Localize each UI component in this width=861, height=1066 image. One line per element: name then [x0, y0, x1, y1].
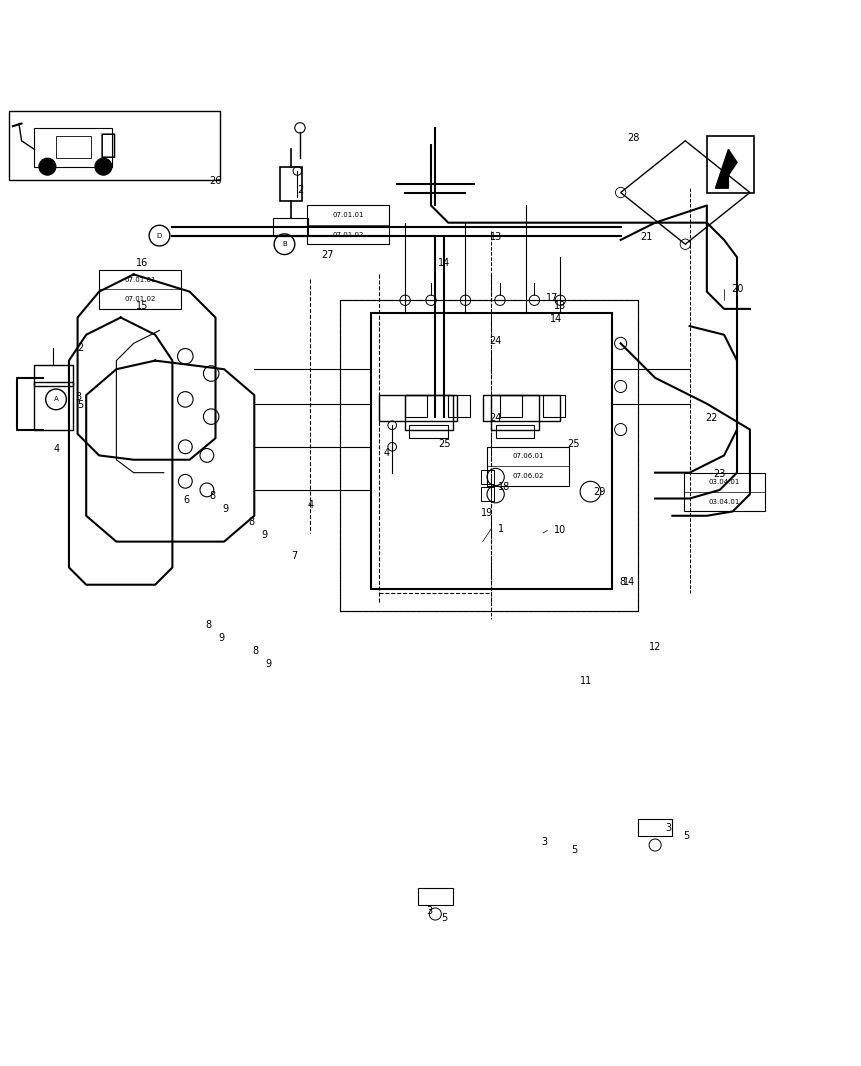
- Text: 3: 3: [541, 837, 547, 846]
- Bar: [480, 470, 493, 484]
- Bar: [409, 425, 448, 438]
- Text: 8: 8: [248, 517, 254, 527]
- Text: 3: 3: [426, 905, 432, 916]
- Text: 2: 2: [77, 342, 84, 353]
- Text: 16: 16: [136, 258, 148, 269]
- Text: 29: 29: [592, 486, 604, 497]
- Text: 13: 13: [489, 232, 501, 242]
- Bar: [405, 395, 452, 430]
- Text: 25: 25: [437, 439, 450, 449]
- Bar: [491, 395, 538, 430]
- Text: 3: 3: [665, 823, 671, 833]
- Text: 07.06.02: 07.06.02: [511, 473, 543, 479]
- Bar: [480, 487, 493, 501]
- Bar: [273, 219, 307, 236]
- Text: 6: 6: [183, 496, 189, 505]
- Text: 21: 21: [640, 232, 652, 242]
- Bar: [99, 270, 181, 309]
- Bar: [34, 365, 73, 387]
- Text: 4: 4: [383, 448, 389, 457]
- Text: A: A: [53, 397, 59, 402]
- Text: 17: 17: [545, 293, 557, 303]
- Bar: [499, 395, 521, 417]
- Text: 14: 14: [549, 314, 561, 324]
- Bar: [495, 425, 534, 438]
- Text: 4: 4: [53, 445, 59, 454]
- Bar: [683, 472, 765, 512]
- Bar: [34, 128, 112, 166]
- Bar: [542, 395, 564, 417]
- Bar: [418, 888, 452, 905]
- Text: 8: 8: [618, 577, 624, 587]
- Text: 24: 24: [489, 336, 501, 345]
- Text: 26: 26: [209, 176, 221, 187]
- Text: 27: 27: [321, 249, 334, 260]
- Bar: [56, 136, 90, 158]
- Circle shape: [95, 158, 112, 175]
- Text: 11: 11: [579, 676, 592, 687]
- Text: 07.01.02: 07.01.02: [331, 231, 363, 238]
- Text: D: D: [157, 232, 162, 239]
- Text: 5: 5: [441, 914, 447, 923]
- Text: 🔧: 🔧: [99, 131, 116, 159]
- Text: 19: 19: [480, 508, 492, 518]
- Bar: [482, 395, 560, 421]
- Text: 13: 13: [554, 302, 566, 311]
- Text: 4: 4: [307, 500, 313, 510]
- Bar: [370, 313, 611, 589]
- Text: 07.01.02: 07.01.02: [124, 296, 156, 302]
- Text: 07.01.01: 07.01.01: [124, 277, 156, 282]
- Bar: [34, 382, 73, 430]
- Bar: [637, 819, 672, 837]
- Text: 07.01.01: 07.01.01: [331, 212, 363, 219]
- Text: 2: 2: [297, 184, 303, 195]
- Text: 24: 24: [489, 414, 501, 423]
- Text: 15: 15: [136, 302, 148, 311]
- Text: 9: 9: [218, 633, 224, 643]
- Bar: [379, 395, 456, 421]
- Text: 8: 8: [205, 620, 211, 630]
- Polygon shape: [715, 149, 736, 189]
- Bar: [448, 395, 469, 417]
- Text: 14: 14: [437, 258, 449, 269]
- Text: 7: 7: [291, 551, 297, 562]
- Text: 22: 22: [704, 414, 717, 423]
- Text: 3: 3: [75, 392, 81, 402]
- Bar: [340, 301, 637, 611]
- Text: 8: 8: [209, 491, 215, 501]
- Bar: [340, 301, 637, 611]
- Text: 9: 9: [265, 659, 271, 669]
- Text: 10: 10: [554, 526, 566, 535]
- Text: 28: 28: [627, 133, 639, 143]
- Text: 9: 9: [261, 530, 267, 539]
- Text: 1: 1: [498, 523, 504, 534]
- Bar: [706, 136, 753, 193]
- Text: B: B: [282, 241, 287, 247]
- Text: 5: 5: [683, 831, 689, 841]
- Text: 03.04.01: 03.04.01: [708, 480, 740, 485]
- Text: 18: 18: [498, 482, 510, 492]
- Text: 8: 8: [252, 646, 258, 656]
- Text: 07.06.01: 07.06.01: [511, 453, 543, 459]
- Text: 20: 20: [730, 284, 742, 294]
- Circle shape: [39, 158, 56, 175]
- Text: 03.04.01: 03.04.01: [708, 499, 740, 505]
- Bar: [307, 206, 388, 244]
- Text: 5: 5: [77, 401, 84, 410]
- Text: 5: 5: [571, 845, 577, 855]
- Text: 14: 14: [623, 577, 635, 587]
- Bar: [405, 395, 426, 417]
- Bar: [486, 447, 568, 486]
- Bar: [9, 111, 220, 179]
- Text: 9: 9: [222, 504, 228, 514]
- Text: 25: 25: [567, 439, 579, 449]
- Text: 12: 12: [648, 642, 660, 651]
- Text: 23: 23: [713, 469, 725, 480]
- Bar: [280, 166, 301, 201]
